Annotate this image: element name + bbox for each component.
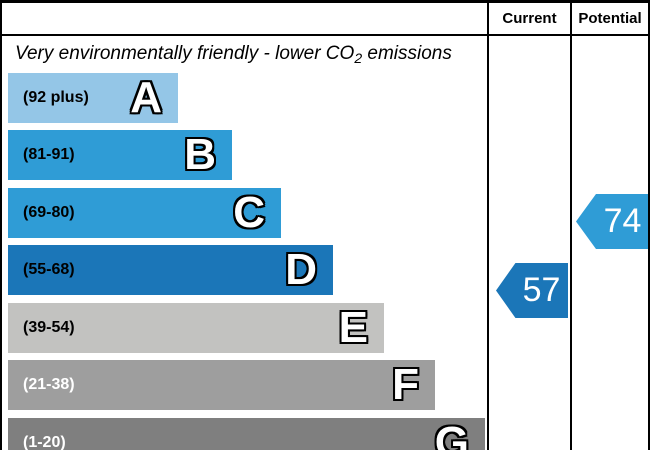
band-bar-c: (69-80) C — [8, 188, 281, 238]
band-letter-b: B — [184, 130, 216, 179]
band-range-c: (69-80) — [23, 204, 75, 221]
band-letter-c: C — [233, 188, 265, 237]
band-range-e: (39-54) — [23, 319, 75, 336]
band-letter-a: A — [130, 73, 162, 122]
potential-rating-value: 74 — [603, 202, 642, 240]
band-range-d: (55-68) — [23, 261, 75, 278]
chart-title-subscript: 2 — [354, 50, 363, 66]
band-letter-e: E — [338, 303, 368, 352]
current-rating-value: 57 — [522, 271, 561, 309]
potential-column-divider — [570, 3, 572, 450]
band-bar-g: (1-20) G — [8, 418, 485, 450]
band-range-f: (21-38) — [23, 376, 75, 393]
band-letter-g: G — [434, 418, 469, 450]
chart-title-text: Very environmentally friendly - lower CO — [15, 43, 355, 64]
header-row — [2, 3, 648, 36]
band-bar-b: (81-91) B — [8, 130, 232, 180]
potential-rating-arrow: 74 — [576, 194, 648, 249]
current-column-divider — [487, 3, 489, 450]
band-range-a: (92 plus) — [23, 89, 89, 106]
current-column-header: Current — [502, 10, 557, 27]
band-bar-a: (92 plus) A — [8, 73, 178, 123]
current-rating-arrow: 57 — [496, 263, 568, 318]
band-letter-f: F — [392, 360, 419, 409]
chart-title-suffix: emissions — [362, 43, 452, 64]
band-bar-e: (39-54) E — [8, 303, 384, 353]
potential-column-header: Potential — [578, 10, 642, 27]
chart-title: Very environmentally friendly - lower CO… — [15, 43, 452, 66]
band-range-g: (1-20) — [23, 434, 66, 450]
band-letter-d: D — [285, 245, 317, 294]
band-range-b: (81-91) — [23, 146, 75, 163]
band-bar-d: (55-68) D — [8, 245, 333, 295]
band-bar-f: (21-38) F — [8, 360, 435, 410]
